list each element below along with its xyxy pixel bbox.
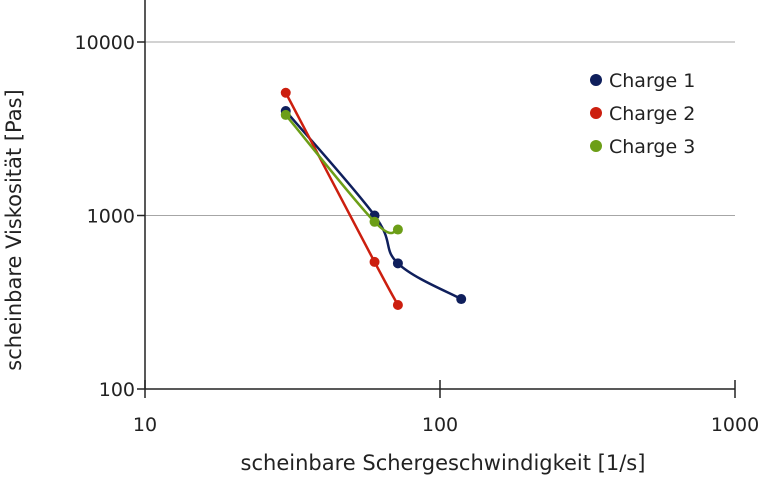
series-2-point-1 (369, 256, 380, 267)
x-tick-label-2: 1000 (711, 414, 759, 436)
tick-labels: 10 100 1000 100 1000 10000 (75, 32, 760, 436)
legend-marker-3 (590, 140, 602, 152)
series-line-1 (284, 109, 463, 301)
legend-label-2: Charge 2 (609, 103, 695, 125)
series-line-2 (284, 91, 400, 307)
x-tick-label-0: 10 (133, 414, 157, 436)
legend-label-3: Charge 3 (609, 136, 695, 158)
gridlines (145, 41, 735, 216)
legend-label-1: Charge 1 (609, 70, 695, 92)
x-tick-label-1: 100 (422, 414, 458, 436)
legend-marker-1 (590, 74, 602, 86)
y-tick-label-2: 10000 (75, 32, 135, 54)
x-axis-title: scheinbare Schergeschwindigkeit [1/s] (241, 451, 646, 475)
plot-area (280, 87, 467, 310)
y-tick-label-1: 1000 (87, 206, 135, 228)
series-3-point-2 (392, 224, 403, 235)
y-axis-title: scheinbare Viskosität [Pas] (2, 89, 26, 370)
axes (137, 0, 736, 398)
series-3-point-1 (369, 216, 380, 227)
series-2-point-0 (280, 87, 291, 98)
y-tick-label-0: 100 (99, 379, 135, 401)
series-1-point-2 (392, 258, 403, 269)
series-2-point-2 (392, 299, 403, 310)
legend-marker-2 (590, 107, 602, 119)
series-1-point-3 (456, 294, 467, 305)
series-3-point-0 (280, 109, 291, 120)
legend: Charge 1 Charge 2 Charge 3 (590, 70, 695, 158)
